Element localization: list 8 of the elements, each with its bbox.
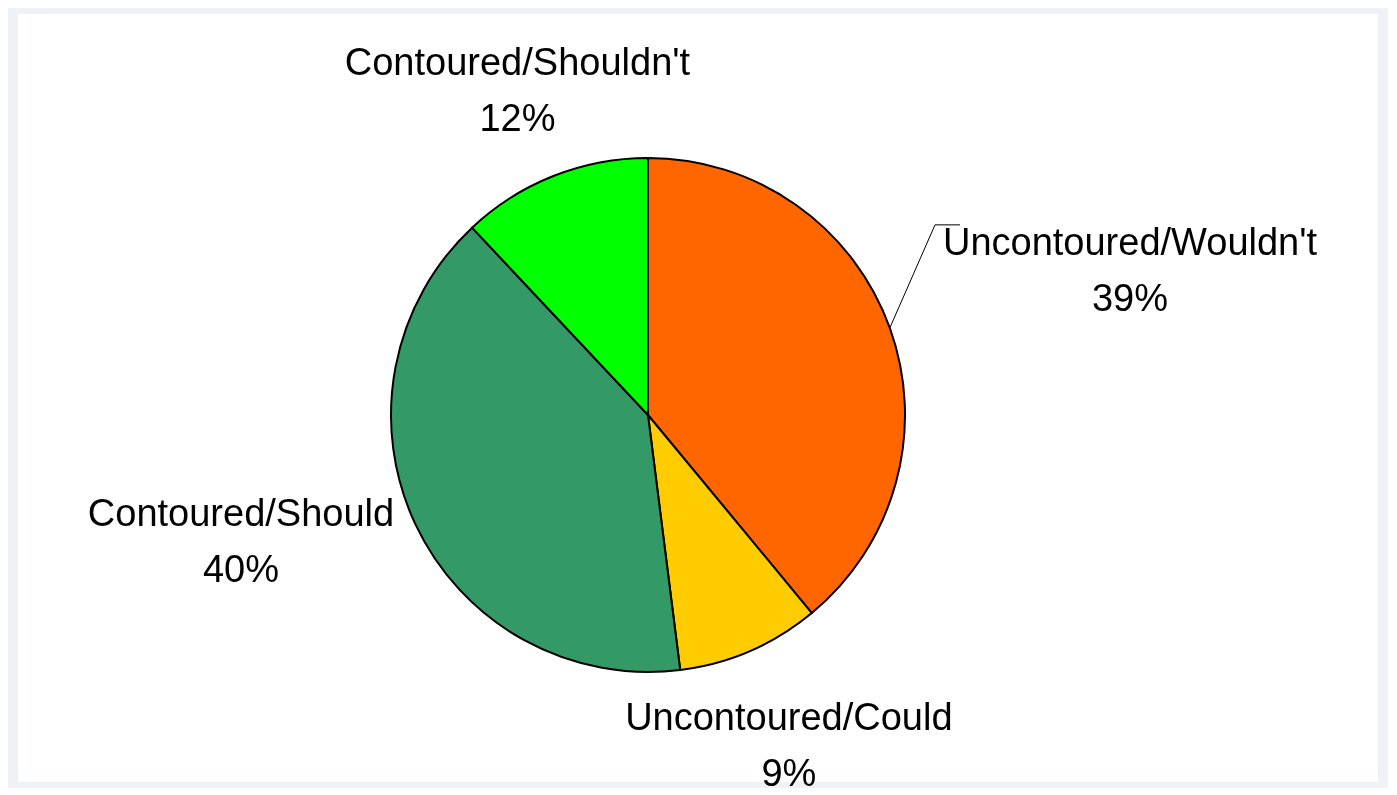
data-label: 40%: [202, 548, 280, 591]
data-label: 39%: [1091, 276, 1169, 319]
data-label: 9%: [761, 752, 817, 795]
slice-label: Uncontoured/Wouldn't: [942, 220, 1318, 263]
slice-label: Uncontoured/Could: [625, 696, 953, 739]
slice-label: Contoured/Shouldn't: [344, 41, 691, 84]
data-label: 12%: [479, 97, 556, 140]
slice-label: Contoured/Should: [87, 492, 395, 535]
